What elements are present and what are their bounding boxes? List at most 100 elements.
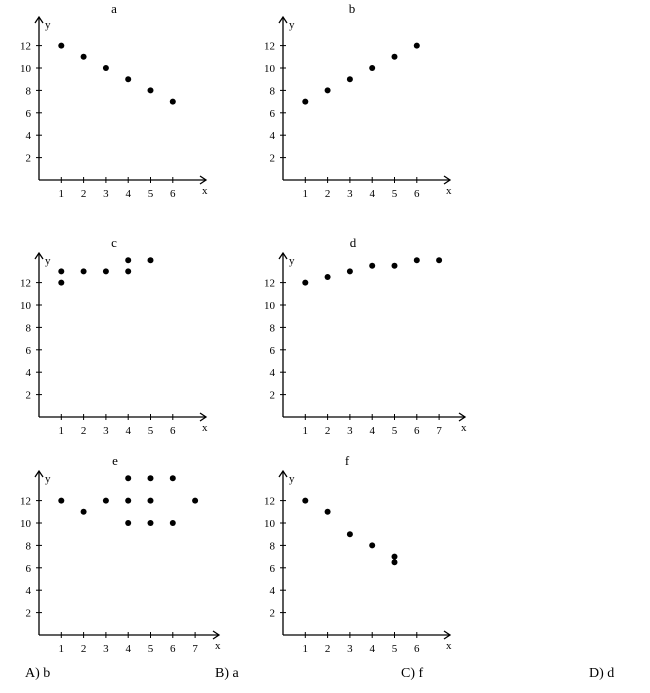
chart-title: b	[349, 1, 356, 16]
x-tick-label: 4	[369, 188, 375, 200]
data-point	[391, 553, 398, 560]
data-point	[324, 274, 331, 280]
data-point	[413, 257, 420, 264]
chart-title: d	[350, 235, 357, 250]
x-tick-label: 2	[325, 425, 331, 437]
data-point	[147, 87, 154, 94]
answer-choice-a[interactable]: A) b	[25, 666, 51, 681]
data-point	[169, 98, 176, 105]
y-tick-label: 8	[270, 322, 276, 334]
x-axis-arrow-icon	[212, 630, 221, 640]
data-point	[125, 257, 132, 264]
data-point	[413, 42, 420, 49]
y-tick-label: 10	[20, 300, 32, 312]
x-tick-label: 1	[303, 425, 309, 437]
y-axis-arrow-icon	[278, 15, 288, 24]
data-point	[125, 76, 132, 83]
y-tick-label: 12	[264, 496, 275, 508]
y-tick-label: 10	[264, 63, 276, 75]
y-tick-label: 12	[264, 278, 275, 290]
x-axis-arrow-icon	[199, 412, 208, 422]
x-tick-label: 4	[369, 425, 375, 437]
x-tick-label: 5	[392, 643, 398, 655]
data-point	[302, 98, 309, 105]
data-point	[58, 279, 65, 286]
x-tick-label: 6	[414, 425, 420, 437]
y-tick-label: 12	[264, 41, 275, 53]
x-tick-label: 3	[347, 643, 353, 655]
x-tick-label: 1	[303, 188, 309, 200]
x-axis-arrow-icon	[443, 175, 452, 185]
y-tick-label: 12	[20, 278, 31, 290]
x-tick-label: 5	[392, 188, 398, 200]
y-tick-label: 6	[26, 345, 32, 357]
y-tick-label: 8	[270, 540, 276, 552]
y-tick-label: 4	[270, 585, 276, 597]
y-axis-label: y	[289, 255, 295, 267]
y-tick-label: 8	[270, 85, 276, 97]
x-tick-label: 2	[81, 643, 87, 655]
answer-choice-b[interactable]: B) a	[215, 666, 239, 681]
x-tick-label: 4	[125, 643, 131, 655]
data-point	[147, 257, 154, 264]
y-tick-label: 2	[270, 608, 276, 620]
answer-choice-d[interactable]: D) d	[589, 666, 615, 681]
x-axis-label: x	[461, 422, 467, 434]
y-axis-label: y	[45, 255, 51, 267]
x-axis-label: x	[202, 422, 208, 434]
x-tick-label: 6	[170, 188, 176, 200]
y-axis-arrow-icon	[278, 469, 288, 478]
x-tick-label: 3	[103, 425, 109, 437]
data-point	[58, 42, 65, 49]
answer-choice-c[interactable]: C) f	[401, 666, 424, 681]
y-tick-label: 2	[270, 153, 276, 165]
x-tick-label: 4	[125, 188, 131, 200]
y-tick-label: 6	[26, 563, 32, 575]
y-tick-label: 8	[26, 540, 32, 552]
data-point	[192, 497, 199, 504]
data-point	[391, 53, 398, 60]
data-point	[102, 497, 109, 504]
x-tick-label: 5	[148, 643, 154, 655]
y-tick-label: 12	[20, 496, 31, 508]
chart-title: e	[112, 453, 118, 468]
y-tick-label: 4	[26, 367, 32, 379]
x-axis-arrow-icon	[443, 630, 452, 640]
data-point	[80, 268, 87, 275]
y-tick-label: 10	[20, 518, 32, 530]
y-tick-label: 6	[270, 563, 276, 575]
data-point	[169, 520, 176, 526]
y-tick-label: 4	[270, 130, 276, 142]
x-tick-label: 2	[81, 425, 87, 437]
chart-title: f	[345, 453, 350, 468]
y-axis-label: y	[45, 19, 51, 31]
y-tick-label: 10	[20, 63, 32, 75]
y-tick-label: 2	[26, 390, 32, 402]
data-point	[80, 508, 87, 515]
x-axis-label: x	[446, 640, 452, 652]
data-point	[125, 475, 132, 482]
y-axis-arrow-icon	[278, 251, 288, 260]
x-tick-label: 2	[81, 188, 87, 200]
data-point	[324, 87, 331, 94]
x-tick-label: 4	[369, 643, 375, 655]
y-tick-label: 10	[264, 300, 276, 312]
x-tick-label: 3	[347, 425, 353, 437]
x-tick-label: 4	[125, 425, 131, 437]
data-point	[80, 53, 87, 60]
y-tick-label: 2	[26, 608, 32, 620]
data-point	[324, 508, 331, 515]
data-point	[302, 497, 309, 504]
data-point	[125, 520, 132, 526]
data-point	[147, 475, 154, 482]
y-axis-label: y	[289, 19, 295, 31]
data-point	[147, 497, 154, 504]
x-tick-label: 1	[59, 643, 65, 655]
data-point	[102, 268, 109, 275]
x-tick-label: 5	[392, 425, 398, 437]
